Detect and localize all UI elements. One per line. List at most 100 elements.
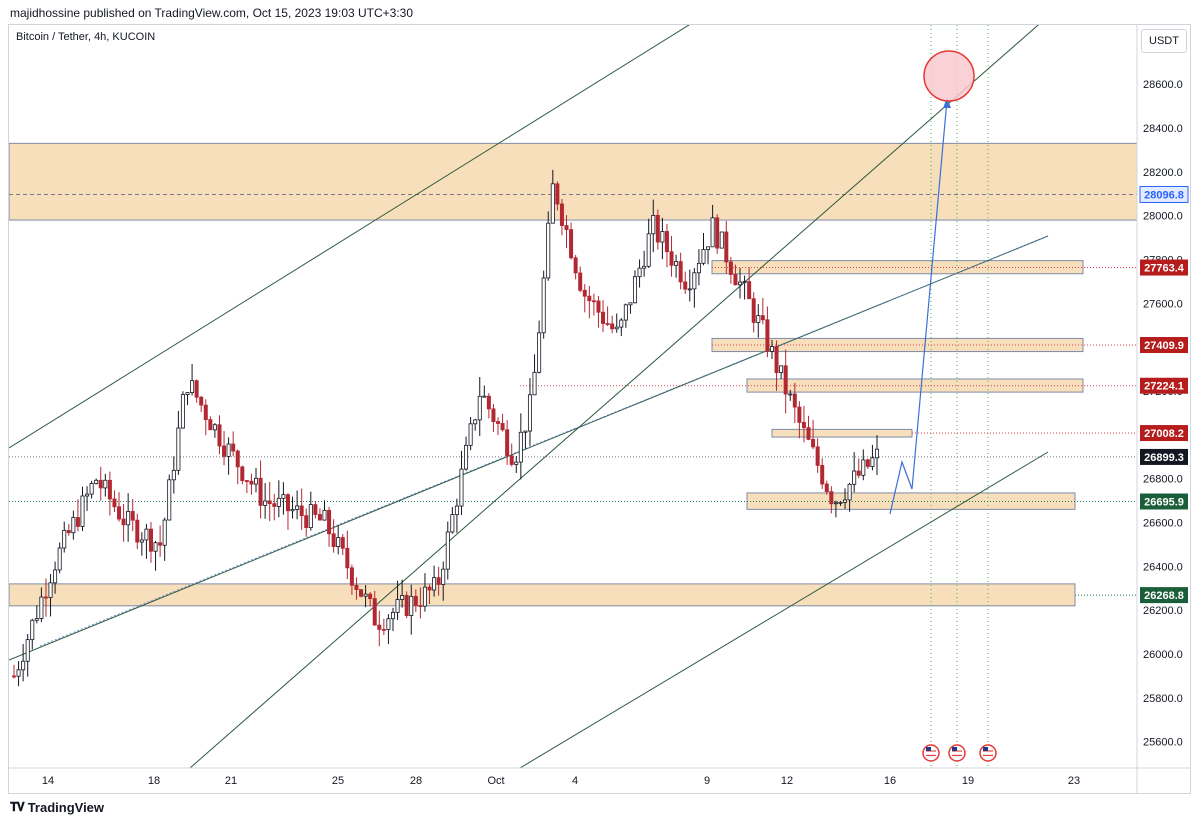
candle-up bbox=[167, 479, 172, 521]
candle-up bbox=[39, 596, 44, 619]
channel-line bbox=[9, 25, 690, 449]
price-label: 26899.3 bbox=[1144, 452, 1184, 464]
trend-dotted-line bbox=[39, 235, 1049, 647]
candle-down bbox=[240, 466, 245, 481]
x-tick-label: Oct bbox=[487, 775, 504, 787]
candle-down bbox=[573, 257, 578, 274]
footer-brand[interactable]: 𝐓𝐕 TradingView bbox=[10, 800, 104, 815]
candle-up bbox=[80, 495, 85, 527]
candle-up bbox=[692, 272, 697, 290]
candle-down bbox=[797, 406, 802, 423]
candle-up bbox=[62, 530, 67, 549]
candle-up bbox=[454, 505, 459, 516]
us-flag-icon[interactable] bbox=[948, 744, 966, 762]
candle-up bbox=[226, 443, 231, 457]
currency-selector[interactable]: USDT bbox=[1141, 29, 1187, 53]
candle-down bbox=[359, 589, 364, 597]
candle-up bbox=[646, 233, 651, 267]
x-tick-label: 9 bbox=[704, 775, 710, 787]
candle-down bbox=[43, 596, 48, 599]
candle-down bbox=[829, 491, 834, 505]
candle-up bbox=[546, 222, 551, 279]
candle-up bbox=[706, 246, 711, 250]
candle-up bbox=[541, 277, 546, 334]
y-tick-label: 28000.0 bbox=[1143, 211, 1183, 223]
candle-down bbox=[436, 577, 441, 585]
candle-up bbox=[126, 511, 131, 526]
price-label: 27224.1 bbox=[1144, 381, 1184, 393]
candle-down bbox=[824, 483, 829, 493]
candle-up bbox=[212, 424, 217, 431]
chart-frame bbox=[8, 24, 1191, 794]
price-label-box bbox=[1140, 587, 1188, 604]
price-label: 27763.4 bbox=[1144, 263, 1185, 275]
time-axis: 14 18 21 25 28 Oct 4 9 12 16 19 23 bbox=[42, 775, 1080, 787]
candle-down bbox=[715, 217, 720, 249]
candle-down bbox=[340, 537, 345, 549]
price-label: 26695.9 bbox=[1144, 497, 1184, 509]
y-tick-label: 28600.0 bbox=[1143, 79, 1183, 91]
candle-down bbox=[75, 517, 80, 527]
candle-up bbox=[171, 469, 176, 481]
candle-up bbox=[651, 214, 656, 235]
x-tick-label: 12 bbox=[781, 775, 793, 787]
candle-up bbox=[738, 281, 743, 286]
price-label: 28096.8 bbox=[1144, 189, 1184, 201]
candle-down bbox=[368, 593, 373, 600]
y-tick-label: 26200.0 bbox=[1143, 605, 1183, 617]
candle-up bbox=[742, 281, 747, 284]
candle-up bbox=[144, 528, 149, 541]
supply-demand-zone bbox=[746, 378, 1084, 393]
candle-down bbox=[130, 511, 135, 521]
price-label-box bbox=[1140, 493, 1188, 510]
candle-up bbox=[838, 501, 843, 504]
candle-up bbox=[432, 577, 437, 591]
candle-up bbox=[153, 542, 158, 552]
candle-down bbox=[313, 504, 318, 515]
us-flag-icon[interactable] bbox=[922, 744, 940, 762]
candle-up bbox=[719, 231, 724, 249]
candle-down bbox=[349, 567, 354, 586]
flag-canton bbox=[983, 747, 988, 751]
candle-up bbox=[190, 380, 195, 394]
us-flag-icon[interactable] bbox=[979, 744, 997, 762]
price-label-box bbox=[1140, 425, 1188, 442]
candle-down bbox=[774, 346, 779, 374]
candle-down bbox=[107, 479, 112, 500]
price-label-box bbox=[1140, 448, 1188, 465]
candle-down bbox=[235, 450, 240, 468]
candle-down bbox=[578, 272, 583, 291]
candle-down bbox=[760, 315, 765, 321]
candle-down bbox=[655, 214, 660, 243]
candle-up bbox=[295, 505, 300, 510]
candle-down bbox=[11, 675, 16, 678]
candle-down bbox=[792, 393, 797, 408]
candle-down bbox=[569, 229, 574, 259]
candle-down bbox=[418, 605, 423, 608]
candle-up bbox=[843, 499, 848, 503]
tv-logo-icon: 𝐓𝐕 bbox=[10, 800, 25, 814]
candle-down bbox=[486, 395, 491, 410]
candle-up bbox=[619, 319, 624, 328]
price-label: 26268.8 bbox=[1144, 590, 1184, 602]
supply-demand-zone bbox=[746, 492, 1076, 510]
candle-down bbox=[66, 530, 71, 534]
candle-down bbox=[591, 300, 596, 303]
x-tick-label: 4 bbox=[572, 775, 578, 787]
candle-up bbox=[550, 183, 555, 224]
candle-up bbox=[701, 249, 706, 264]
candle-down bbox=[587, 295, 592, 302]
candle-up bbox=[482, 395, 487, 398]
symbol-title[interactable]: Bitcoin / Tether, 4h, KUCOIN bbox=[16, 31, 156, 43]
candle-down bbox=[244, 480, 249, 482]
x-tick-label: 28 bbox=[410, 775, 422, 787]
candle-up bbox=[628, 302, 633, 306]
zones-layer bbox=[9, 25, 1137, 768]
candle-down bbox=[331, 533, 336, 547]
candle-up bbox=[687, 288, 692, 291]
candle-down bbox=[683, 281, 688, 290]
candle-down bbox=[678, 261, 683, 283]
flag-canton bbox=[952, 747, 957, 751]
candle-down bbox=[751, 298, 756, 323]
